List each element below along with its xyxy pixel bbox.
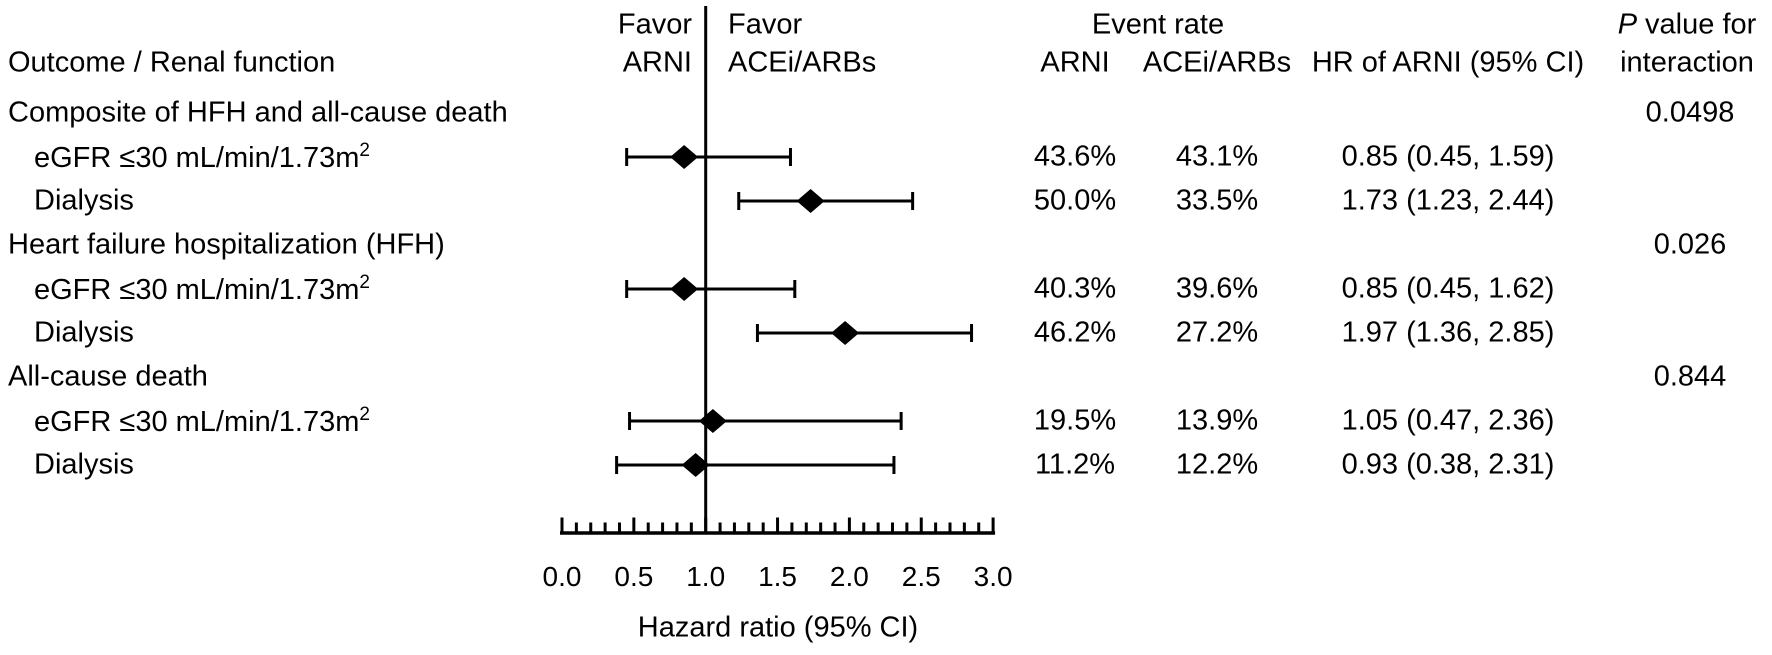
favor-arni-label-line1: Favor	[617, 8, 692, 41]
favor-acei-label-line2: ACEi/ARBs	[728, 46, 877, 79]
favor-acei-label-line1: Favor	[728, 8, 803, 41]
hr-ci-cell: 0.85 (0.45, 1.59)	[1341, 140, 1555, 173]
favor-arni-label-line2: ARNI	[622, 46, 692, 79]
subgroup-label-text: Composite of HFH and all-cause death	[8, 96, 508, 129]
hr-ci-cell: 0.85 (0.45, 1.62)	[1341, 272, 1555, 305]
forest-row-marks	[755, 321, 974, 345]
event-rate-acei-cell: 12.2%	[1175, 448, 1259, 481]
event-rate-arni-cell: 46.2%	[1033, 316, 1117, 349]
forest-row-marks	[615, 453, 896, 477]
subgroup-label: eGFR ≤30 mL/min/1.73m2	[34, 141, 370, 173]
subgroup-label: eGFR ≤30 mL/min/1.73m2	[34, 273, 370, 305]
subgroup-label-text: Dialysis	[34, 184, 134, 217]
event-rate-arni-cell: 43.6%	[1033, 140, 1117, 173]
event-rate-acei-cell: 39.6%	[1175, 272, 1259, 305]
p-value-cell: 0.0498	[1645, 96, 1735, 129]
hr-ci-cell: 0.93 (0.38, 2.31)	[1341, 448, 1555, 481]
superscript: 2	[359, 404, 370, 425]
event-rate-arni-header: ARNI	[1040, 46, 1110, 79]
hr-point-diamond-marker	[681, 453, 710, 477]
x-tick-label: 1.5	[758, 561, 798, 592]
subgroup-label-text: Heart failure hospitalization (HFH)	[8, 228, 445, 261]
subgroup-label-text: Dialysis	[34, 316, 134, 349]
hr-column-header: HR of ARNI (95% CI)	[1311, 46, 1585, 79]
forest-row-marks	[625, 277, 797, 301]
x-tick-label: 0.5	[614, 561, 654, 592]
hr-ci-cell: 1.97 (1.36, 2.85)	[1341, 316, 1555, 349]
superscript: 2	[359, 272, 370, 293]
subgroup-label: Dialysis	[34, 316, 134, 349]
event-rate-acei-cell: 27.2%	[1175, 316, 1259, 349]
subgroup-label: eGFR ≤30 mL/min/1.73m2	[34, 405, 370, 437]
x-tick-label: 2.5	[901, 561, 941, 592]
event-rate-acei-cell: 43.1%	[1175, 140, 1259, 173]
event-rate-arni-cell: 40.3%	[1033, 272, 1117, 305]
forest-row-marks	[628, 409, 903, 433]
outcome-column-header: Outcome / Renal function	[8, 46, 336, 79]
x-axis-title: Hazard ratio (95% CI)	[637, 611, 919, 644]
subgroup-label-text: Dialysis	[34, 448, 134, 481]
x-tick-label: 1.0	[686, 561, 726, 592]
event-rate-acei-cell: 33.5%	[1175, 184, 1259, 217]
event-rate-arni-cell: 11.2%	[1034, 448, 1116, 481]
subgroup-label: Dialysis	[34, 448, 134, 481]
hr-point-diamond-marker	[670, 277, 699, 301]
event-rate-arni-cell: 19.5%	[1033, 404, 1117, 437]
x-tick-label: 3.0	[973, 561, 1013, 592]
p-header-rest: value for	[1645, 8, 1757, 41]
subgroup-label-text: eGFR ≤30 mL/min/1.73m	[34, 274, 360, 306]
event-rate-acei-header: ACEi/ARBs	[1142, 46, 1292, 79]
superscript: 2	[359, 140, 370, 161]
subgroup-label: Dialysis	[34, 184, 134, 217]
forest-row-marks	[625, 145, 792, 169]
hr-point-diamond-marker	[831, 321, 860, 345]
outcome-group-label: Composite of HFH and all-cause death	[8, 96, 508, 129]
x-tick-label: 2.0	[829, 561, 869, 592]
hr-point-diamond-marker	[670, 145, 699, 169]
hr-point-diamond-marker	[796, 189, 825, 213]
p-value-column-header-line2: interaction	[1620, 46, 1754, 79]
p-value-cell: 0.026	[1653, 228, 1727, 261]
event-rate-arni-cell: 50.0%	[1033, 184, 1117, 217]
event-rate-header: Event rate	[1091, 8, 1225, 41]
subgroup-label-text: eGFR ≤30 mL/min/1.73m	[34, 142, 360, 174]
hr-ci-cell: 1.05 (0.47, 2.36)	[1341, 404, 1555, 437]
outcome-group-label: Heart failure hospitalization (HFH)	[8, 228, 445, 261]
p-italic-symbol: P	[1617, 8, 1638, 41]
subgroup-label-text: All-cause death	[8, 360, 208, 393]
hr-point-diamond-marker	[698, 409, 727, 433]
subgroup-label-text: eGFR ≤30 mL/min/1.73m	[34, 406, 360, 438]
forest-row-marks	[737, 189, 915, 213]
p-value-cell: 0.844	[1653, 360, 1727, 393]
event-rate-acei-cell: 13.9%	[1175, 404, 1259, 437]
outcome-group-label: All-cause death	[8, 360, 208, 393]
x-tick-label: 0.0	[542, 561, 582, 592]
hr-ci-cell: 1.73 (1.23, 2.44)	[1341, 184, 1555, 217]
